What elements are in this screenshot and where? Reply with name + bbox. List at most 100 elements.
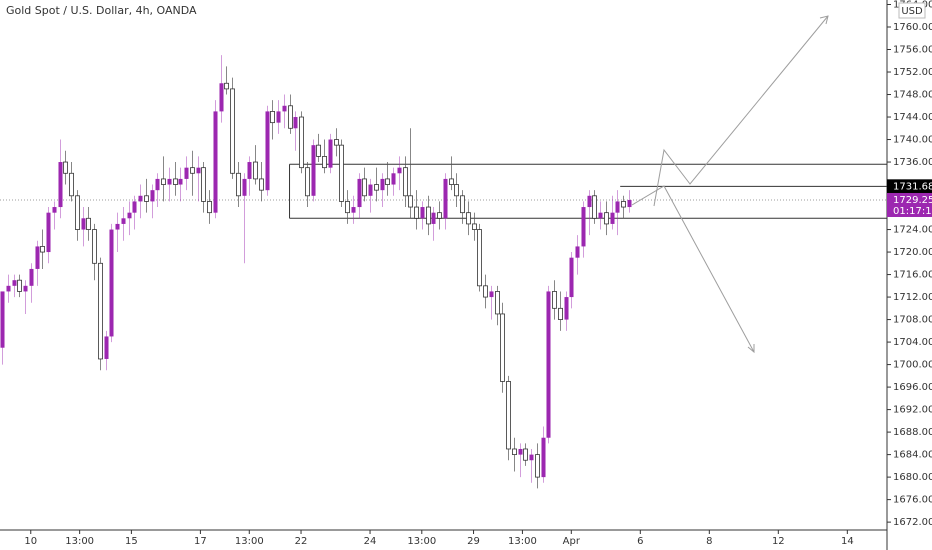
candle-body xyxy=(144,195,149,202)
candle-body xyxy=(587,195,592,208)
candle-body xyxy=(115,223,120,230)
candle-body xyxy=(46,212,51,253)
candle-body xyxy=(230,88,235,174)
drawings xyxy=(631,15,829,354)
candle-body xyxy=(242,178,247,196)
candle-body xyxy=(362,178,367,197)
candle-body xyxy=(345,201,350,214)
last-price-box xyxy=(887,192,932,217)
candle-body xyxy=(58,162,63,208)
candle-body xyxy=(385,178,390,185)
candle-body xyxy=(155,178,160,191)
countdown-label: 01:17:11 xyxy=(893,206,932,217)
candle-body xyxy=(328,139,333,168)
x-tick-label: 12 xyxy=(772,536,785,547)
candle-body xyxy=(397,167,402,174)
y-tick-label: 1708.000 xyxy=(893,315,932,326)
candle-body xyxy=(558,307,563,320)
candle-body xyxy=(12,280,17,286)
chart-title: Gold Spot / U.S. Dollar, 4h, OANDA xyxy=(6,4,197,17)
candle-body xyxy=(299,116,304,169)
candle-body xyxy=(75,195,80,230)
candle-body xyxy=(259,178,264,191)
candle-body xyxy=(529,454,534,461)
x-tick-label: 14 xyxy=(841,536,854,547)
x-tick-label: 10 xyxy=(24,536,37,547)
candle-body xyxy=(282,105,287,112)
y-tick-label: 1672.000 xyxy=(893,517,932,528)
candle-body xyxy=(132,201,137,213)
candle-body xyxy=(138,195,143,202)
currency-label[interactable]: USD xyxy=(901,6,923,17)
candle-body xyxy=(564,297,569,320)
candle-body xyxy=(288,105,293,129)
candle-body xyxy=(190,167,195,174)
candle-body xyxy=(351,207,356,213)
candle-body xyxy=(414,206,419,219)
x-tick-label: 15 xyxy=(125,536,138,547)
y-tick-label: 1724.000 xyxy=(893,225,932,236)
candle-body xyxy=(6,285,11,292)
y-tick-label: 1700.000 xyxy=(893,360,932,371)
candle-body xyxy=(437,212,442,219)
x-tick-label: 13:00 xyxy=(65,536,94,547)
candle-body xyxy=(69,172,74,197)
candle-body xyxy=(334,139,339,146)
y-tick-label: 1720.000 xyxy=(893,247,932,258)
y-tick-label: 1684.000 xyxy=(893,450,932,461)
candle-body xyxy=(374,184,379,191)
candle-body xyxy=(472,223,477,230)
candle-body xyxy=(541,437,546,478)
candle-body xyxy=(518,448,523,455)
x-tick-label: 13:00 xyxy=(407,536,436,547)
candle-body xyxy=(627,199,632,208)
currency-box[interactable] xyxy=(898,2,926,19)
candle-body xyxy=(506,381,511,450)
y-tick-label: 1692.000 xyxy=(893,405,932,416)
candle-body xyxy=(489,291,494,298)
candle-body xyxy=(581,207,586,247)
candle-body xyxy=(610,212,615,224)
candle-body xyxy=(224,82,229,90)
candle-body xyxy=(546,291,551,438)
y-tick-label: 1748.000 xyxy=(893,90,932,101)
candle-body xyxy=(253,161,258,180)
candle-body xyxy=(196,167,201,174)
candle-body xyxy=(81,218,86,230)
candle-body xyxy=(500,313,505,382)
candle-body xyxy=(443,178,448,219)
candle-body xyxy=(178,178,183,185)
candle-body xyxy=(109,229,114,337)
candle-body xyxy=(380,178,385,191)
candle-body xyxy=(592,195,597,219)
candle-body xyxy=(23,285,28,292)
candle-body xyxy=(201,167,206,202)
level-label: 1731.683 xyxy=(893,181,932,192)
candle-body xyxy=(184,167,189,179)
candle-body xyxy=(311,145,316,196)
x-tick-label: Apr xyxy=(563,536,581,547)
candle-body xyxy=(615,201,620,213)
y-tick-label: 1696.000 xyxy=(893,382,932,393)
y-tick-label: 1716.000 xyxy=(893,270,932,281)
last-price-label: 1729.255 xyxy=(893,195,932,206)
candle-body xyxy=(276,111,281,123)
candle-body xyxy=(403,167,408,197)
candle-body xyxy=(17,279,22,292)
candle-body xyxy=(92,229,97,264)
candle-body xyxy=(0,291,5,348)
candle-body xyxy=(598,212,603,219)
candle-body xyxy=(52,207,57,213)
candle-body xyxy=(604,212,609,225)
x-tick-label: 24 xyxy=(364,536,377,547)
y-tick-label: 1680.000 xyxy=(893,472,932,483)
y-tick-label: 1756.000 xyxy=(893,45,932,56)
candle-body xyxy=(552,291,557,309)
candle-body xyxy=(40,246,45,253)
candle-body xyxy=(236,172,241,197)
candle-body xyxy=(408,195,413,208)
candle-body xyxy=(460,195,465,214)
